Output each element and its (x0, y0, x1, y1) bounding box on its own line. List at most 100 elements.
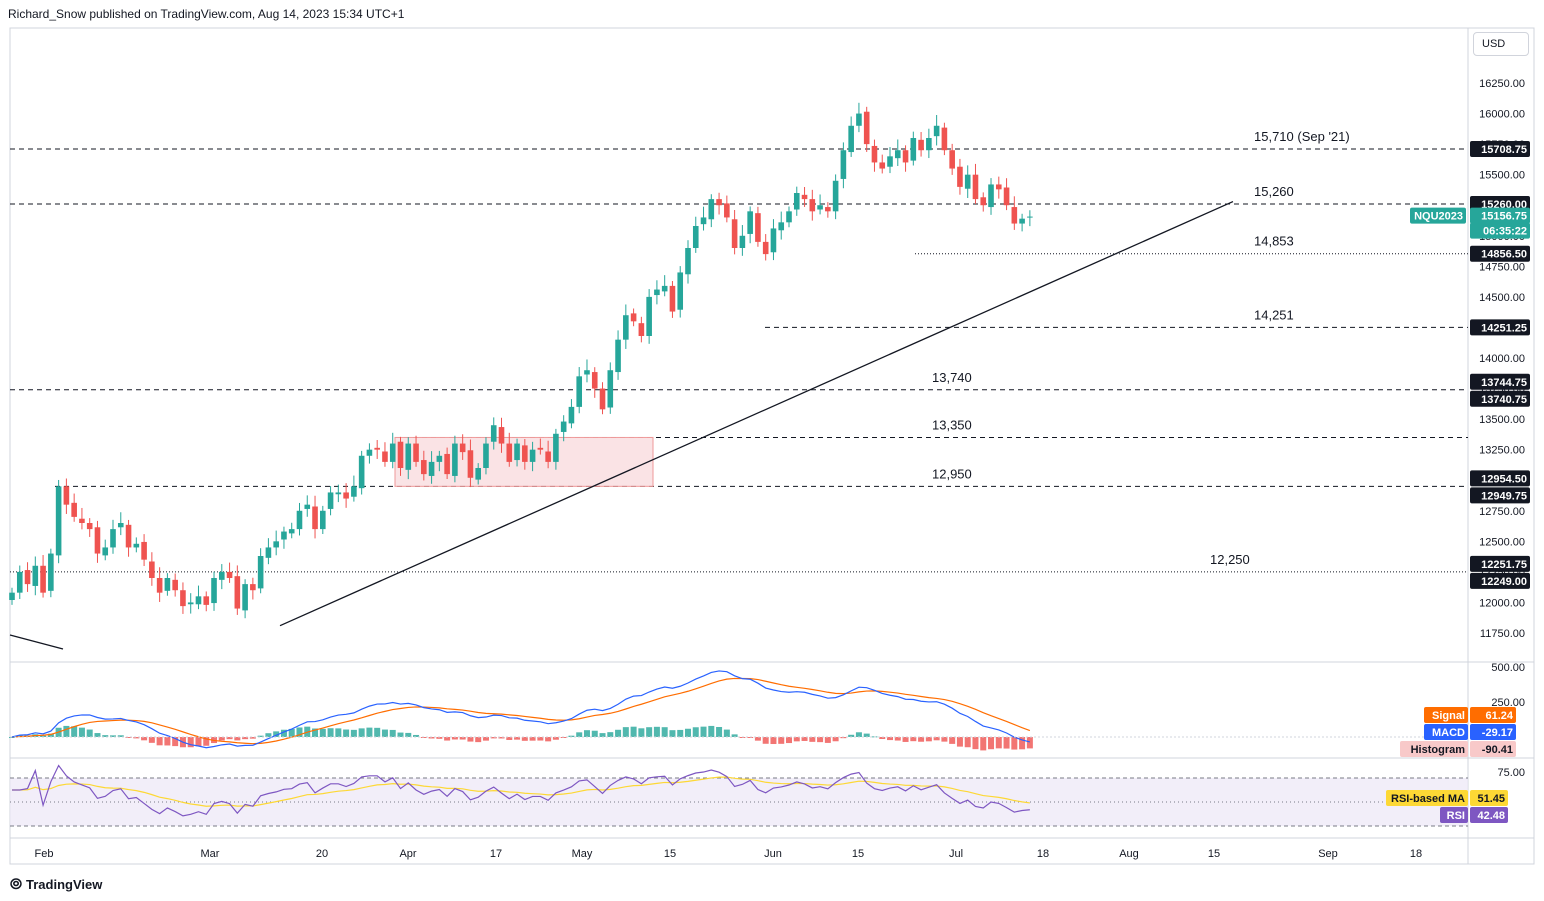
candle-body (86, 523, 93, 530)
level-label: 12,250 (1210, 552, 1250, 567)
price-tick: 13500.00 (1479, 414, 1525, 426)
signal-name-tag: Signal (1424, 707, 1468, 723)
candle (716, 192, 722, 215)
level-label: 15,710 (Sep '21) (1254, 129, 1350, 144)
main-pane-bg (10, 28, 1468, 662)
candle-body (832, 180, 839, 212)
candle-body (654, 289, 660, 296)
candle (825, 202, 831, 218)
candle-body (149, 561, 155, 578)
rsi-tick: 75.00 (1497, 767, 1525, 779)
level-price-tag-bg (1470, 572, 1530, 589)
candle (995, 176, 1002, 199)
price-tick: 11750.00 (1480, 628, 1525, 640)
macd-histogram-bar (731, 734, 738, 737)
candle-body (692, 226, 699, 248)
candle (16, 565, 23, 600)
candle (32, 556, 39, 596)
candle (421, 450, 427, 481)
macd-histogram-bar (887, 737, 894, 741)
candle (71, 493, 77, 522)
candle (296, 502, 303, 536)
price-tick: 12500.00 (1479, 536, 1525, 548)
candle (623, 304, 629, 349)
macd-histogram-bar (552, 737, 559, 740)
time-tick: 15 (1208, 848, 1220, 860)
histogram-name-tag-bg (1400, 741, 1468, 757)
candle (801, 187, 808, 207)
candle (117, 512, 124, 536)
last-price-tag-text: 15156.75 (1481, 211, 1527, 223)
candle (584, 359, 590, 383)
candle-body (397, 441, 404, 468)
candle (887, 147, 893, 174)
macd-histogram-bar (583, 730, 590, 737)
macd-histogram-bar (125, 737, 132, 738)
macd-histogram-bar (879, 737, 886, 740)
histogram-value-tag-bg (1470, 741, 1516, 757)
macd-histogram-bar (1019, 737, 1026, 750)
macd-histogram-bar (156, 737, 163, 746)
rsi-ma-value-tag: 51.45 (1470, 790, 1508, 806)
candle (382, 442, 388, 467)
candle-body (343, 492, 349, 499)
last-price-tag: 15156.75 (1470, 207, 1530, 224)
price-tick: 16000.00 (1479, 109, 1525, 121)
candle (871, 139, 878, 172)
currency-button[interactable]: USD (1473, 32, 1529, 56)
candle-body (980, 197, 987, 206)
macd-histogram-bar (172, 737, 179, 747)
macd-histogram-bar (350, 729, 357, 737)
candle (133, 537, 140, 553)
histogram-value-tag-text: -90.41 (1482, 744, 1513, 756)
countdown-tag-bg (1470, 222, 1530, 239)
footer[interactable]: ⦾ TradingView (10, 876, 102, 893)
candle-body (623, 315, 629, 340)
rsi-name-tag-text: RSI (1447, 810, 1465, 822)
candle-body (1027, 216, 1033, 218)
candle-body (452, 443, 458, 476)
level-price-tag: 13740.75 (1470, 390, 1530, 407)
macd-histogram-bar (988, 737, 995, 750)
candle-body (584, 370, 590, 375)
candle (320, 505, 326, 534)
candle-body (553, 433, 559, 462)
macd-name-tag-text: MACD (1432, 727, 1465, 739)
candle (879, 154, 886, 174)
macd-histogram-bar (187, 737, 194, 748)
time-tick: 15 (852, 848, 864, 860)
level-price-tag-bg (1470, 390, 1530, 407)
macd-histogram-bar (622, 727, 629, 737)
candle-body (405, 443, 412, 470)
candle-body (848, 125, 854, 153)
rsi-value-tag-bg (1470, 807, 1508, 823)
macd-histogram-bar (708, 725, 715, 737)
time-tick: 15 (664, 848, 676, 860)
macd-histogram-bar (141, 737, 148, 741)
candle-body (887, 156, 893, 167)
candle-body (770, 228, 777, 253)
candle-body (537, 447, 544, 450)
price-axis: 16250.0016000.0015750.0015500.0015250.00… (1479, 78, 1525, 640)
candle (762, 234, 769, 261)
candle (894, 139, 901, 166)
level-price-tag: 14856.50 (1470, 245, 1530, 262)
candle-body (1011, 207, 1018, 224)
candle (281, 526, 287, 549)
candle (700, 206, 707, 231)
macd-histogram-bar (110, 735, 117, 737)
macd-histogram-bar (964, 737, 971, 748)
macd-histogram-bar (723, 729, 730, 737)
publisher-header: Richard_Snow published on TradingView.co… (8, 7, 405, 21)
macd-histogram-bar (358, 728, 365, 737)
macd-histogram-bar (615, 729, 622, 737)
macd-histogram-bar (242, 737, 249, 740)
time-tick: 17 (490, 848, 502, 860)
candle-body (110, 529, 116, 548)
candle (374, 440, 380, 459)
macd-name-tag: MACD (1424, 724, 1468, 740)
time-tick: 18 (1410, 848, 1422, 860)
candle-body (700, 217, 707, 225)
candle-body (793, 193, 800, 210)
